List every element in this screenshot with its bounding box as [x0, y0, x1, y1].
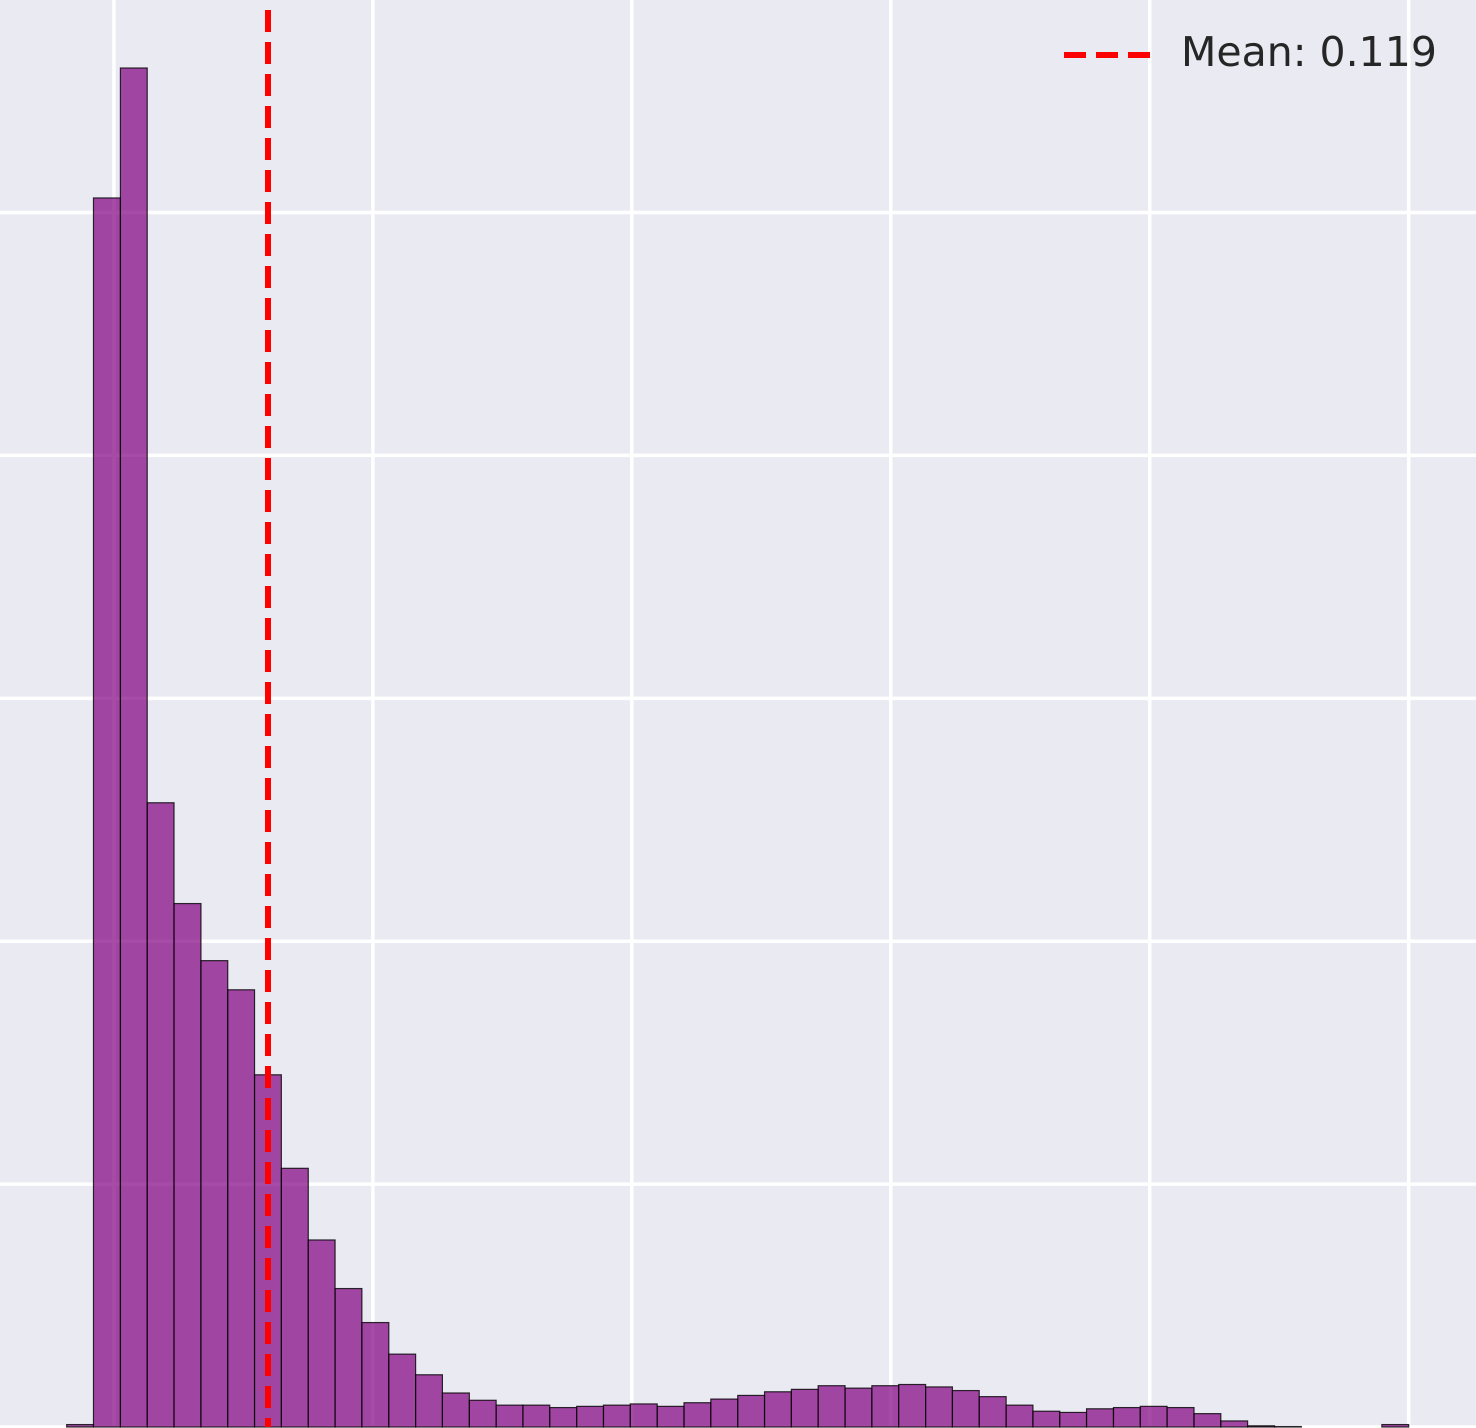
- bar: [415, 1374, 444, 1428]
- bar: [1032, 1410, 1061, 1428]
- bar: [844, 1387, 873, 1428]
- bar: [334, 1287, 363, 1428]
- bar: [710, 1398, 739, 1428]
- bar: [1085, 1408, 1115, 1428]
- bar: [1220, 1420, 1249, 1428]
- bar: [898, 1383, 927, 1428]
- legend: Mean: 0.119: [1064, 28, 1437, 76]
- bar: [66, 1423, 95, 1428]
- bar: [522, 1404, 551, 1428]
- bar: [951, 1389, 980, 1428]
- bar: [602, 1404, 631, 1428]
- legend-label: Mean: 0.119: [1181, 28, 1437, 76]
- bar: [1059, 1411, 1088, 1428]
- bar: [817, 1385, 846, 1428]
- bar: [495, 1404, 524, 1428]
- bar: [227, 989, 256, 1428]
- bar: [200, 960, 229, 1428]
- bar: [146, 802, 175, 1428]
- bar: [737, 1394, 766, 1428]
- bar: [1193, 1413, 1222, 1428]
- bar: [1247, 1425, 1276, 1428]
- bar: [790, 1388, 819, 1428]
- bar: [871, 1385, 900, 1428]
- bar: [119, 67, 148, 1428]
- bar: [1005, 1404, 1034, 1428]
- bar: [307, 1239, 336, 1428]
- bar: [1381, 1423, 1410, 1428]
- bar: [361, 1321, 390, 1428]
- bar: [468, 1399, 497, 1428]
- bar: [683, 1402, 712, 1428]
- bars: [66, 67, 1410, 1428]
- bar: [656, 1405, 685, 1428]
- bar: [629, 1403, 658, 1428]
- bar: [763, 1391, 792, 1428]
- bar: [1166, 1406, 1195, 1428]
- bar: [925, 1386, 954, 1428]
- bar: [978, 1396, 1007, 1428]
- bar: [92, 197, 122, 1428]
- bar: [441, 1392, 470, 1428]
- bar: [280, 1167, 309, 1428]
- bar: [1112, 1406, 1141, 1428]
- bar: [576, 1405, 605, 1428]
- bar: [173, 902, 202, 1428]
- bar: [388, 1353, 417, 1428]
- bar: [549, 1406, 578, 1428]
- bar: [1139, 1405, 1168, 1428]
